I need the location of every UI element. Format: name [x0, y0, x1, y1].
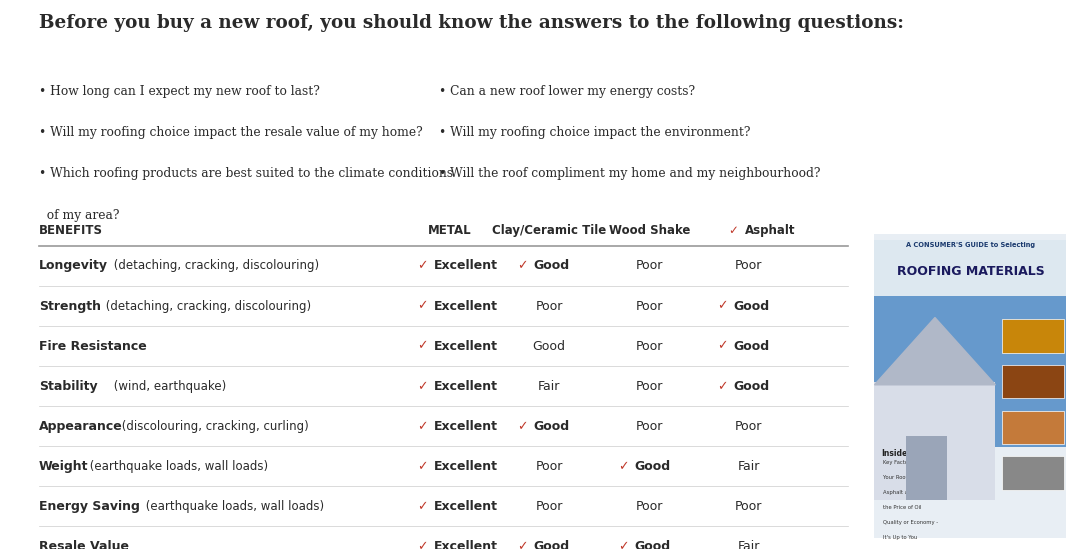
Text: Good: Good [534, 420, 570, 433]
Text: It's Up to You: It's Up to You [882, 535, 917, 540]
Text: ✓: ✓ [517, 260, 528, 272]
Text: Poor: Poor [636, 300, 663, 312]
FancyBboxPatch shape [906, 436, 947, 501]
Text: Good: Good [534, 260, 570, 272]
Text: • How long can I expect my new roof to last?: • How long can I expect my new roof to l… [39, 85, 320, 98]
Text: Poor: Poor [735, 260, 762, 272]
Text: ✓: ✓ [618, 540, 629, 549]
Text: Poor: Poor [636, 260, 663, 272]
Text: ✓: ✓ [717, 340, 727, 352]
Text: the Price of Oil: the Price of Oil [882, 505, 921, 511]
Text: Download “A: Download “A [922, 27, 1018, 40]
Text: Strength: Strength [39, 300, 100, 312]
Text: Good: Good [733, 380, 769, 393]
Text: Excellent: Excellent [434, 540, 498, 549]
Text: Selecting Roofing: Selecting Roofing [904, 129, 1037, 142]
Text: • Will the roof compliment my home and my neighbourhood?: • Will the roof compliment my home and m… [438, 167, 821, 181]
Text: ✓: ✓ [717, 380, 727, 393]
Text: (earthquake loads, wall loads): (earthquake loads, wall loads) [86, 460, 268, 473]
Text: Poor: Poor [536, 300, 563, 312]
Text: Poor: Poor [636, 340, 663, 352]
Text: (wind, earthquake): (wind, earthquake) [110, 380, 226, 393]
Text: Clay/Ceramic Tile: Clay/Ceramic Tile [492, 224, 606, 237]
Text: ✓: ✓ [417, 500, 428, 513]
Text: ✓: ✓ [417, 420, 428, 433]
Text: Poor: Poor [735, 420, 762, 433]
Text: Good: Good [634, 540, 671, 549]
Polygon shape [875, 317, 996, 385]
Text: Fire Resistance: Fire Resistance [39, 340, 147, 352]
Text: ✓: ✓ [618, 460, 629, 473]
Text: Good: Good [532, 340, 566, 352]
FancyBboxPatch shape [875, 382, 996, 501]
Text: Poor: Poor [735, 500, 762, 513]
Text: Consumer’s Guide to: Consumer’s Guide to [892, 78, 1049, 91]
Text: Before you buy a new roof, you should know the answers to the following question: Before you buy a new roof, you should kn… [39, 14, 904, 32]
FancyBboxPatch shape [1001, 456, 1064, 490]
Text: Excellent: Excellent [434, 420, 498, 433]
Text: Key Factors in Selecting: Key Factors in Selecting [882, 460, 946, 465]
Text: ✓: ✓ [417, 540, 428, 549]
Text: • Will my roofing choice impact the environment?: • Will my roofing choice impact the envi… [438, 126, 751, 139]
Text: Quality or Economy -: Quality or Economy - [882, 520, 937, 525]
Text: • Which roofing products are best suited to the climate conditions: • Which roofing products are best suited… [39, 167, 453, 181]
Text: (detaching, cracking, discolouring): (detaching, cracking, discolouring) [103, 300, 311, 312]
Text: ✓: ✓ [417, 460, 428, 473]
Text: • Will my roofing choice impact the resale value of my home?: • Will my roofing choice impact the resa… [39, 126, 422, 139]
Text: (discolouring, cracking, curling): (discolouring, cracking, curling) [118, 420, 309, 433]
Text: Good: Good [534, 540, 570, 549]
Text: Poor: Poor [636, 500, 663, 513]
FancyBboxPatch shape [1001, 411, 1064, 444]
Text: Asphalt and: Asphalt and [882, 490, 915, 495]
Text: Poor: Poor [636, 420, 663, 433]
Text: Good: Good [634, 460, 671, 473]
Text: ✓: ✓ [717, 300, 727, 312]
Text: Poor: Poor [536, 500, 563, 513]
FancyBboxPatch shape [875, 234, 1066, 538]
Text: Excellent: Excellent [434, 300, 498, 312]
Text: BENEFITS: BENEFITS [39, 224, 103, 237]
FancyBboxPatch shape [875, 296, 1066, 447]
Text: Resale Value: Resale Value [39, 540, 129, 549]
Text: Good: Good [733, 340, 769, 352]
Text: Fair: Fair [738, 460, 760, 473]
FancyBboxPatch shape [1001, 319, 1064, 352]
Text: Wood Shake: Wood Shake [609, 224, 690, 237]
Text: ✓: ✓ [729, 224, 739, 237]
Text: (earthquake loads, wall loads): (earthquake loads, wall loads) [141, 500, 324, 513]
Text: ROOFING MATERIALS: ROOFING MATERIALS [896, 265, 1044, 278]
Text: Poor: Poor [636, 380, 663, 393]
Text: of my area?: of my area? [39, 209, 119, 222]
Text: ✓: ✓ [517, 540, 528, 549]
Text: Stability: Stability [39, 380, 97, 393]
FancyBboxPatch shape [1001, 365, 1064, 398]
Text: Excellent: Excellent [434, 260, 498, 272]
Text: Excellent: Excellent [434, 340, 498, 352]
Text: ✓: ✓ [417, 300, 428, 312]
Text: (detaching, cracking, discolouring): (detaching, cracking, discolouring) [110, 260, 319, 272]
Text: ✓: ✓ [417, 340, 428, 352]
Text: ✓: ✓ [517, 420, 528, 433]
Text: Poor: Poor [536, 460, 563, 473]
Text: Appearance: Appearance [39, 420, 122, 433]
Text: Energy Saving: Energy Saving [39, 500, 139, 513]
Text: Materials” below ⇓: Materials” below ⇓ [899, 180, 1042, 193]
Text: Longevity: Longevity [39, 260, 108, 272]
Text: Your Roof Covering: Your Roof Covering [882, 475, 932, 480]
Text: Inside:: Inside: [881, 449, 910, 458]
Text: A CONSUMER'S GUIDE to Selecting: A CONSUMER'S GUIDE to Selecting [906, 242, 1035, 248]
Text: ✓: ✓ [417, 260, 428, 272]
Text: Excellent: Excellent [434, 500, 498, 513]
Text: Weight: Weight [39, 460, 89, 473]
Text: Excellent: Excellent [434, 380, 498, 393]
Text: METAL: METAL [428, 224, 471, 237]
Text: ✓: ✓ [417, 380, 428, 393]
FancyBboxPatch shape [875, 239, 1066, 299]
Text: Good: Good [733, 300, 769, 312]
Text: Fair: Fair [538, 380, 561, 393]
Text: Asphalt: Asphalt [744, 224, 795, 237]
Text: Excellent: Excellent [434, 460, 498, 473]
Text: Fair: Fair [738, 540, 760, 549]
Text: • Can a new roof lower my energy costs?: • Can a new roof lower my energy costs? [438, 85, 696, 98]
